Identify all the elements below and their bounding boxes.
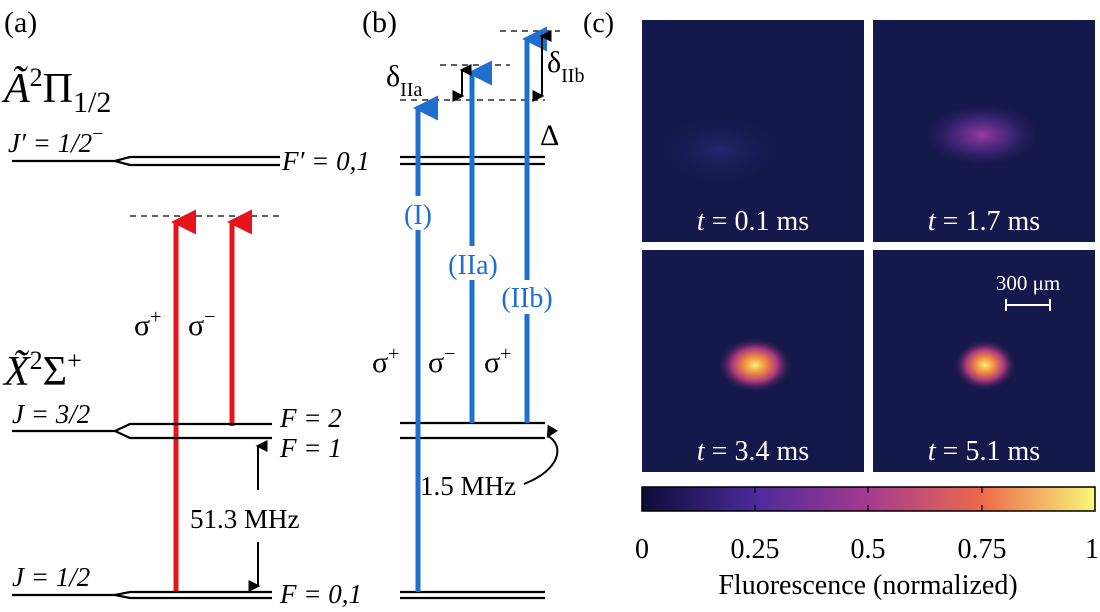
panel-label: (c) — [583, 8, 614, 39]
level-lines — [12, 590, 272, 600]
beam-label: (IIb) — [501, 283, 552, 314]
time-label: t = 5.1 ms — [928, 436, 1040, 467]
level-lines — [12, 422, 272, 440]
colorbar-tick-label: 0.5 — [851, 534, 886, 565]
scale-bar — [1005, 299, 1051, 311]
colorbar-label: Fluorescence (normalized) — [718, 570, 1017, 601]
level-label: J = 3/2 — [12, 399, 90, 429]
beam-label: (IIa) — [448, 250, 498, 281]
polarization: σ+ — [484, 343, 511, 379]
level-label: F = 1 — [279, 433, 342, 463]
time-label: t = 0.1 ms — [697, 206, 809, 237]
colorbar-tick-label: 0.25 — [731, 534, 780, 565]
fluorescence-cloud — [717, 337, 793, 393]
label-background — [400, 196, 436, 230]
detuning-label: δIIb — [547, 46, 584, 87]
level-label: F = 0,1 — [279, 579, 362, 609]
polarization: σ+ — [372, 343, 399, 379]
level-label: J′ = 1/2− — [8, 123, 103, 158]
polarization: σ− — [188, 306, 215, 342]
level-label: F = 2 — [279, 403, 342, 433]
label-background — [496, 280, 558, 314]
scale-bar-label: 300 μm — [996, 271, 1060, 295]
curved-arrow — [523, 424, 559, 485]
time-label: t = 3.4 ms — [697, 436, 809, 467]
colorbar-ticks — [754, 487, 983, 511]
label-background — [442, 246, 504, 280]
level-label: F′ = 0,1 — [281, 146, 370, 176]
splitting-label: 1.5 MHz — [420, 471, 516, 501]
polarization: σ+ — [134, 306, 161, 342]
polarization: σ− — [428, 343, 455, 379]
panel-a: (a) Ã2Π1/2 J′ = 1/2− F′ = 0,1 σ+ σ− X̃2Σ… — [1, 6, 370, 609]
fluorescence-cloud — [953, 339, 1017, 391]
splitting-label: 51.3 MHz — [190, 504, 300, 534]
panel-b: (b) δIIa δIIb Δ (I) (IIa) (IIb) σ+ σ− σ+… — [362, 6, 584, 600]
ground-state: X̃2Σ+ — [2, 346, 82, 395]
level-label: J = 1/2 — [12, 562, 90, 592]
panel-label: (b) — [362, 6, 397, 39]
detuning-label: δIIa — [386, 60, 422, 101]
panel-label: (a) — [4, 6, 37, 39]
colorbar-tick-label: 0.75 — [958, 534, 1007, 565]
beam-label: (I) — [404, 200, 432, 231]
excited-state: Ã2Π1/2 — [1, 63, 111, 119]
time-label: t = 1.7 ms — [928, 206, 1040, 237]
colorbar-tick-label: 0 — [635, 534, 649, 565]
level-lines — [12, 155, 280, 167]
colorbar-tick-label: 1 — [1085, 534, 1099, 565]
delta-label: Δ — [540, 119, 559, 152]
panel-c: (c) t = 0.1 ms t = 1.7 ms t = 3.4 ms t =… — [583, 8, 1099, 601]
fluorescence-cloud — [650, 110, 790, 190]
fluorescence-cloud — [920, 101, 1044, 169]
virtual-levels — [400, 30, 560, 101]
